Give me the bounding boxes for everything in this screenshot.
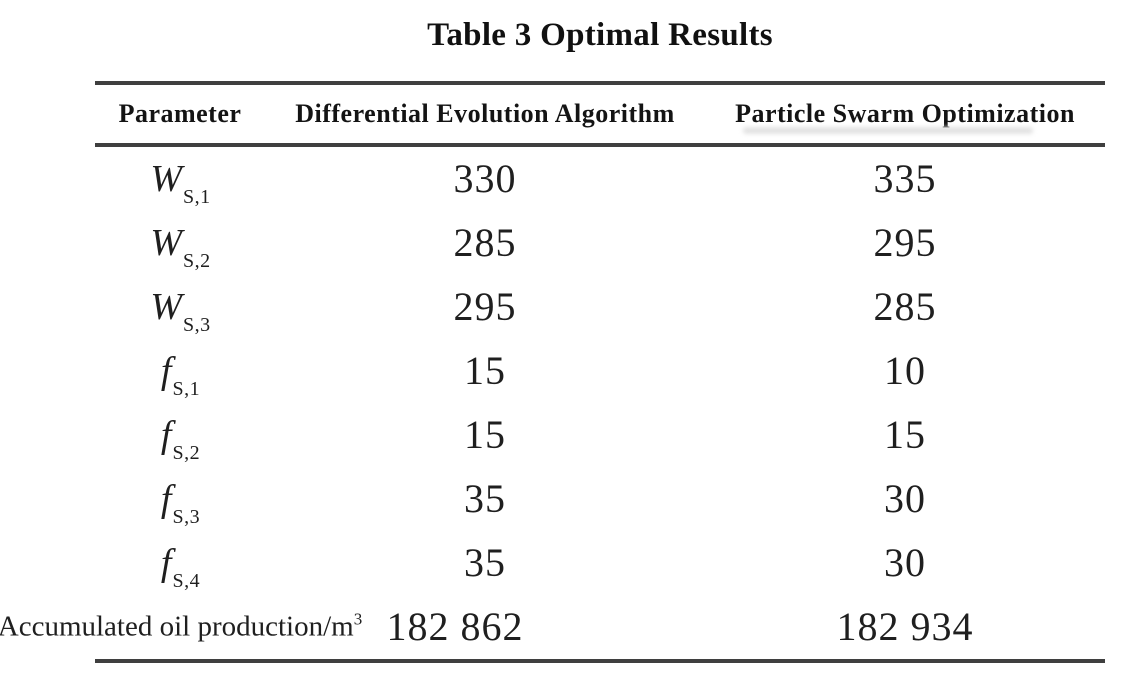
table-row: Accumulated oil production/m3 182 862 18… <box>0 595 1105 659</box>
header-differential-evolution: Differential Evolution Algorithm <box>295 99 675 128</box>
results-table: Parameter Differential Evolution Algorit… <box>0 81 1105 663</box>
param-cell: WS,3 <box>150 286 211 336</box>
table-row: WS,3 295 285 <box>95 275 1105 339</box>
table-row: fS,3 35 30 <box>95 467 1105 531</box>
scan-ghost-artifact <box>743 127 1033 134</box>
de-value-cell: 182 862 <box>386 604 524 649</box>
param-cell: WS,1 <box>150 158 211 208</box>
de-value-cell: 35 <box>464 476 506 521</box>
pso-value-cell: 335 <box>873 156 937 201</box>
header-parameter: Parameter <box>118 99 242 128</box>
table-caption: Table 3 Optimal Results <box>427 17 773 53</box>
pso-value-cell: 182 934 <box>836 604 974 649</box>
table-header-row: Parameter Differential Evolution Algorit… <box>95 85 1105 147</box>
table-row: fS,2 15 15 <box>95 403 1105 467</box>
de-value-cell: 285 <box>453 220 517 265</box>
table-row: WS,1 330 335 <box>95 147 1105 211</box>
pso-value-cell: 30 <box>884 476 926 521</box>
table-row: WS,2 285 295 <box>95 211 1105 275</box>
param-cell: fS,2 <box>160 414 201 464</box>
pso-value-cell: 10 <box>884 348 926 393</box>
de-value-cell: 330 <box>453 156 517 201</box>
param-cell: fS,1 <box>160 350 201 400</box>
de-value-cell: 295 <box>453 284 517 329</box>
de-value-cell: 15 <box>464 412 506 457</box>
param-cell: fS,4 <box>160 542 201 592</box>
param-cell: WS,2 <box>150 222 211 272</box>
pso-value-cell: 30 <box>884 540 926 585</box>
header-particle-swarm: Particle Swarm Optimization <box>735 99 1075 128</box>
param-cell: fS,3 <box>160 478 201 528</box>
de-value-cell: 15 <box>464 348 506 393</box>
table-row: fS,1 15 10 <box>95 339 1105 403</box>
pso-value-cell: 15 <box>884 412 926 457</box>
pso-value-cell: 295 <box>873 220 937 265</box>
pso-value-cell: 285 <box>873 284 937 329</box>
de-value-cell: 35 <box>464 540 506 585</box>
paper-table-figure: Table 3 Optimal Results Parameter Differ… <box>0 0 1105 663</box>
param-cell: Accumulated oil production/m3 <box>0 609 363 643</box>
table-row: fS,4 35 30 <box>95 531 1105 595</box>
